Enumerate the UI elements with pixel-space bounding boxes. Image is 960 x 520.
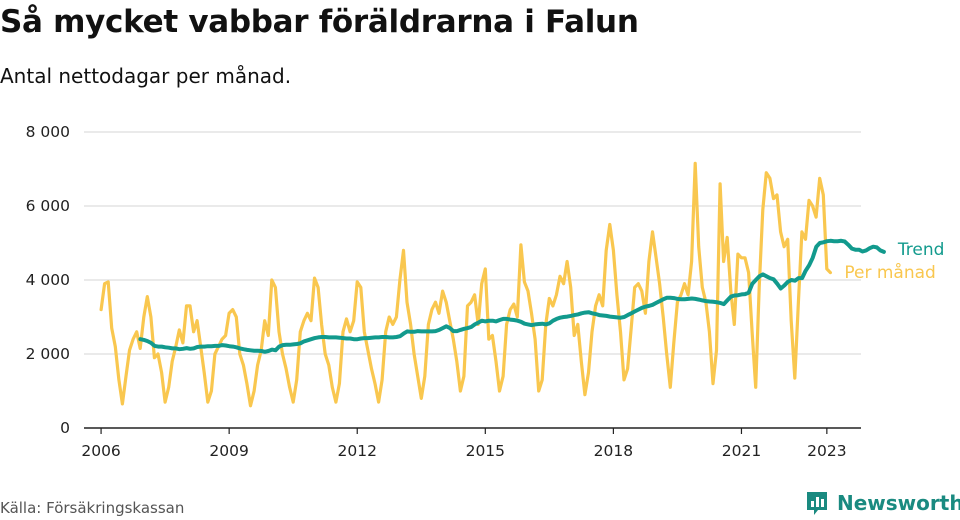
newsworthy-logo: Newsworthy bbox=[805, 490, 960, 516]
source-note: Källa: Försäkringskassan bbox=[0, 499, 185, 517]
series-lines bbox=[99, 161, 886, 408]
x-tick-label: 2009 bbox=[209, 442, 248, 460]
monthly-line bbox=[99, 161, 832, 408]
y-tick-label: 0 bbox=[60, 419, 70, 437]
x-tick-label: 2015 bbox=[466, 442, 505, 460]
x-axis: 2006 2009 2012 2015 2018 2021 2023 bbox=[81, 427, 861, 460]
x-tick-label: 2021 bbox=[722, 442, 761, 460]
y-axis-labels: 0 2 000 4 000 6 000 8 000 bbox=[26, 123, 70, 437]
gridlines bbox=[84, 131, 861, 355]
x-tick-label: 2023 bbox=[807, 442, 846, 460]
monthly-label: Per månad bbox=[844, 262, 935, 283]
x-tick-label: 2006 bbox=[81, 442, 120, 460]
brand-name: Newsworthy bbox=[837, 491, 960, 515]
newsworthy-logo-icon bbox=[807, 492, 827, 515]
chart-subtitle: Antal nettodagar per månad. bbox=[0, 64, 292, 88]
y-tick-label: 8 000 bbox=[26, 123, 70, 141]
chart-title: Så mycket vabbar föräldrarna i Falun bbox=[0, 4, 639, 40]
y-tick-label: 4 000 bbox=[26, 271, 70, 289]
trend-label: Trend bbox=[897, 240, 945, 260]
y-tick-label: 2 000 bbox=[26, 345, 70, 363]
trend-line bbox=[138, 238, 886, 354]
x-tick-label: 2012 bbox=[338, 442, 377, 460]
x-tick-label: 2018 bbox=[594, 442, 633, 460]
y-tick-label: 6 000 bbox=[26, 197, 70, 215]
